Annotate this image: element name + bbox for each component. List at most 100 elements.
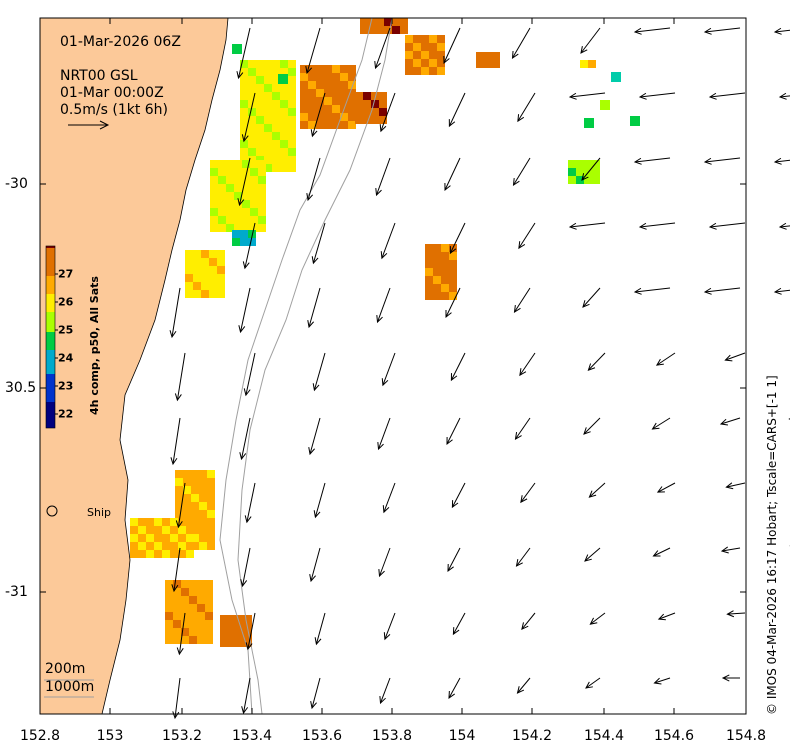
sst-pixel	[288, 76, 296, 84]
sst-pixel	[240, 132, 248, 140]
current-arrow-head	[381, 378, 389, 387]
colorbar-segment	[46, 400, 55, 402]
sst-pixel	[288, 156, 296, 164]
sst-pixel	[191, 470, 199, 478]
colorbar-segment	[46, 274, 55, 276]
sst-pixel	[199, 478, 207, 486]
sst-pixel	[240, 140, 248, 148]
current-arrow	[446, 417, 461, 445]
sst-pixel	[272, 108, 280, 116]
sst-pixel	[256, 124, 264, 132]
sst-pixel	[183, 478, 191, 486]
current-arrow	[241, 417, 251, 460]
current-arrow	[377, 287, 391, 323]
y-tick-label: -31	[5, 584, 28, 600]
colorbar-segment	[46, 312, 55, 314]
current-arrow	[379, 547, 391, 577]
sst-pixel	[340, 81, 348, 89]
sst-pixel	[191, 518, 199, 526]
current-arrow-head	[721, 674, 730, 682]
sst-pixel	[240, 84, 248, 92]
sst-pixel	[191, 542, 199, 550]
colorbar-segment	[46, 392, 55, 394]
sst-pixel	[248, 76, 256, 84]
plot-frame	[39, 17, 747, 715]
current-arrow-head	[376, 314, 383, 324]
sst-pixel	[210, 216, 218, 224]
colorbar-segment	[46, 262, 55, 264]
sst-pixel	[191, 486, 199, 494]
colorbar-segment	[46, 416, 55, 418]
sst-pixel	[220, 615, 228, 623]
current-arrow	[306, 27, 321, 74]
sst-pixel	[138, 534, 146, 542]
colorbar-segment	[46, 336, 55, 338]
sst-pixel	[209, 250, 217, 258]
colorbar-segment	[46, 366, 55, 368]
colorbar-segment	[46, 272, 55, 274]
current-arrow-head	[448, 690, 455, 700]
sst-pixel	[441, 244, 449, 252]
sst-pixel	[185, 290, 193, 298]
current-time-label: 01-Mar 00:00Z	[60, 85, 164, 101]
colorbar-segment	[46, 380, 55, 382]
sst-pixel	[209, 282, 217, 290]
current-arrow-head	[379, 124, 387, 133]
sst-pixel	[308, 105, 316, 113]
sst-pixel	[138, 542, 146, 550]
sst-pixel	[413, 67, 421, 75]
sst-pixel	[189, 628, 197, 636]
sst-pixel	[449, 292, 457, 300]
sst-pixels	[130, 18, 640, 647]
sst-pixel	[220, 631, 228, 639]
sst-pixel	[234, 176, 242, 184]
current-arrow	[581, 157, 601, 181]
sst-pixel	[264, 148, 272, 156]
sst-pixel	[584, 118, 594, 128]
sst-pixel	[476, 60, 484, 68]
sst-pixel	[256, 100, 264, 108]
sst-pixel	[165, 636, 173, 644]
sst-pixel	[256, 140, 264, 148]
colorbar-tick-label: 26	[58, 295, 74, 309]
sst-pixel	[376, 26, 384, 34]
current-arrow	[709, 92, 746, 98]
sst-pixel	[340, 97, 348, 105]
current-arrow	[382, 352, 396, 386]
sst-pixel	[146, 534, 154, 542]
current-arrow-head	[449, 246, 457, 255]
colorbar-segment	[46, 254, 55, 256]
sst-pixel	[288, 132, 296, 140]
current-arrow	[519, 352, 536, 376]
sst-pixel	[207, 494, 215, 502]
sst-pixel	[308, 65, 316, 73]
current-arrow-head	[720, 546, 729, 554]
sst-pixel	[181, 596, 189, 604]
sst-pixel	[138, 526, 146, 534]
sst-pixel	[248, 68, 256, 76]
sst-pixel	[256, 68, 264, 76]
current-arrow	[779, 225, 790, 228]
colorbar-segment	[46, 364, 55, 366]
sst-pixel	[250, 216, 258, 224]
sst-pixel	[421, 43, 429, 51]
sst-pixel	[264, 100, 272, 108]
colorbar-tick-label: 24	[58, 351, 74, 365]
colorbar-segment	[46, 390, 55, 392]
colorbar-segment	[46, 346, 55, 348]
current-arrow	[517, 92, 536, 122]
sst-pixel	[199, 510, 207, 518]
sst-pixel	[264, 132, 272, 140]
y-tick-label: 30.5	[5, 380, 37, 396]
current-arrow-head	[176, 647, 184, 656]
sst-pixel	[165, 604, 173, 612]
x-tick-label: 154.4	[583, 728, 625, 744]
sst-pixel	[197, 588, 205, 596]
sst-pixel	[240, 92, 248, 100]
current-arrow-head	[309, 574, 316, 583]
sst-pixel	[308, 113, 316, 121]
sst-pixel	[433, 292, 441, 300]
current-arrow	[513, 157, 531, 186]
colorbar-segment	[46, 296, 55, 298]
sst-pixel	[175, 510, 183, 518]
